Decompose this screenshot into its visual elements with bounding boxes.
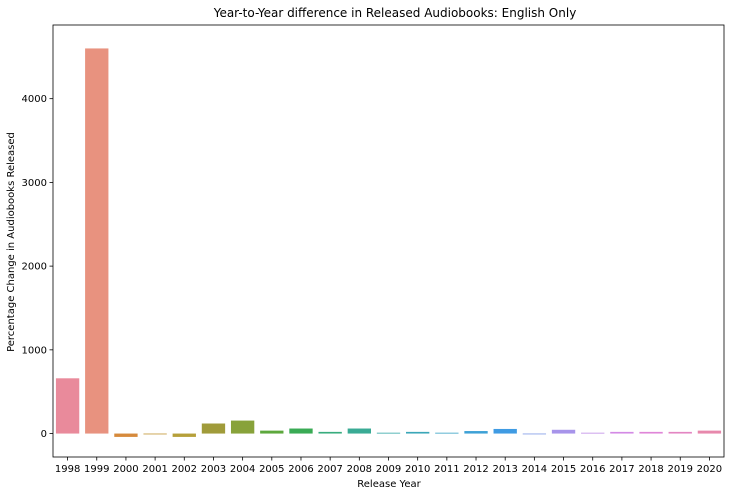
bar-2019: [668, 431, 692, 434]
x-tick-label: 2000: [113, 464, 138, 475]
y-tick-label: 0: [41, 429, 47, 440]
x-tick-label: 2002: [172, 464, 197, 475]
x-tick-label: 2013: [492, 464, 517, 475]
bar-2010: [406, 431, 430, 434]
bar-2015: [551, 429, 576, 434]
x-axis-title: Release Year: [357, 479, 421, 490]
bar-2009: [376, 432, 401, 434]
bar-2018: [639, 431, 663, 434]
bar-2006: [289, 428, 313, 434]
bar-group: [55, 48, 722, 437]
bar-2014: [522, 433, 547, 435]
x-tick-label: 1998: [55, 464, 80, 475]
x-tick-label: 2007: [317, 464, 342, 475]
x-tick-label: 2008: [347, 464, 372, 475]
bar-2008: [347, 428, 371, 434]
bar-2016: [581, 432, 605, 434]
bar-2001: [143, 433, 167, 435]
x-tick-label: 2004: [230, 464, 255, 475]
y-tick-label: 2000: [22, 262, 47, 273]
x-tick-label: 2014: [522, 464, 547, 475]
bar-2000: [114, 433, 138, 437]
y-tick-label: 1000: [22, 345, 47, 356]
plot-frame: [52, 24, 725, 458]
y-tick-label: 4000: [22, 94, 47, 105]
x-tick-label: 2017: [609, 464, 634, 475]
x-axis-ticks: 1998 1999 2000 2001 2002 2003 2004 2005 2006 2007…: [55, 457, 722, 475]
y-axis-title: Percentage Change in Audiobooks Released: [6, 132, 17, 352]
x-tick-label: 2010: [405, 464, 430, 475]
bar-2007: [318, 431, 342, 434]
bar-2017: [610, 431, 634, 434]
chart-title: Year-to-Year difference in Released Audi…: [213, 6, 577, 20]
bar-2005: [260, 430, 284, 434]
bar-2004: [230, 420, 255, 434]
bar-1998: [55, 378, 80, 434]
bar-2013: [493, 428, 517, 434]
bar-2011: [435, 432, 459, 434]
bar-2003: [201, 423, 226, 434]
y-axis-ticks: 0 1000 2000 3000 4000: [22, 94, 53, 440]
bar-2012: [464, 431, 488, 434]
bar-2020: [697, 430, 722, 434]
y-tick-label: 3000: [22, 178, 47, 189]
x-tick-label: 2009: [376, 464, 401, 475]
x-tick-label: 2006: [288, 464, 313, 475]
bar-1999: [85, 48, 109, 434]
x-tick-label: 2012: [463, 464, 488, 475]
x-tick-label: 2003: [201, 464, 226, 475]
x-tick-label: 2019: [668, 464, 693, 475]
x-tick-label: 2015: [551, 464, 576, 475]
x-tick-label: 2005: [259, 464, 284, 475]
x-tick-label: 2016: [580, 464, 605, 475]
x-tick-label: 2001: [142, 464, 167, 475]
bar-2002: [172, 433, 196, 437]
x-tick-label: 2018: [638, 464, 663, 475]
x-tick-label: 2011: [434, 464, 459, 475]
x-tick-label: 2020: [697, 464, 722, 475]
x-tick-label: 1999: [84, 464, 109, 475]
